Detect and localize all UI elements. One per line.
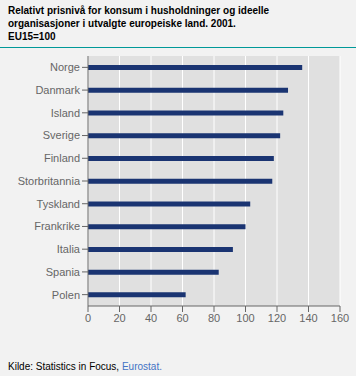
svg-text:20: 20 bbox=[113, 312, 125, 324]
svg-text:Danmark: Danmark bbox=[35, 84, 80, 96]
html-text:Relativt prisnivå for konsum i: Relativt prisnivå for konsum i husholdni… bbox=[8, 5, 270, 16]
svg-text:Tyskland: Tyskland bbox=[37, 198, 80, 210]
svg-text:140: 140 bbox=[299, 312, 317, 324]
svg-text:Spania: Spania bbox=[46, 266, 81, 278]
svg-text:80: 80 bbox=[208, 312, 220, 324]
svg-text:Norge: Norge bbox=[50, 61, 80, 73]
svg-text:60: 60 bbox=[176, 312, 188, 324]
svg-text:Island: Island bbox=[51, 107, 80, 119]
svg-text:Sverige: Sverige bbox=[43, 129, 80, 141]
svg-text:40: 40 bbox=[145, 312, 157, 324]
svg-text:Storbritannia: Storbritannia bbox=[18, 175, 81, 187]
html-text:Kilde: Statistics in Focus, Eu: Kilde: Statistics in Focus, Eurostat. bbox=[8, 361, 162, 372]
svg-text:120: 120 bbox=[268, 312, 286, 324]
svg-text:Finland: Finland bbox=[44, 152, 80, 164]
svg-text:Polen: Polen bbox=[52, 289, 80, 301]
svg-text:0: 0 bbox=[85, 312, 91, 324]
svg-text:100: 100 bbox=[236, 312, 254, 324]
svg-text:Italia: Italia bbox=[57, 243, 81, 255]
svg-text:Frankrike: Frankrike bbox=[34, 220, 80, 232]
html-text:EU15=100: EU15=100 bbox=[8, 31, 56, 42]
svg-text:160: 160 bbox=[331, 312, 348, 324]
html-text:organisasjoner i utvalgte euro: organisasjoner i utvalgte europeiske lan… bbox=[8, 18, 236, 29]
